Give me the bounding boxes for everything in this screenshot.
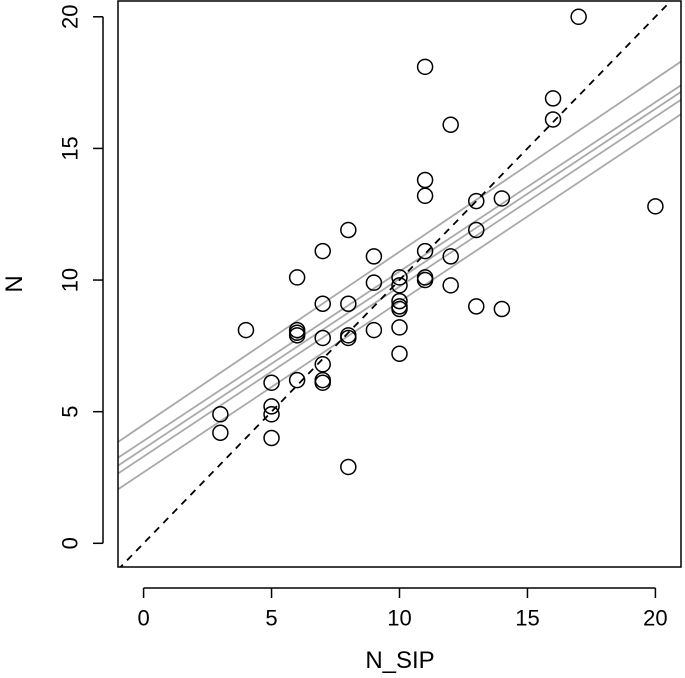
data-point bbox=[288, 269, 306, 286]
x-tick-label: 15 bbox=[515, 606, 539, 631]
data-point bbox=[391, 319, 408, 336]
data-point bbox=[416, 271, 434, 289]
y-axis: 0 5 10 15 20 bbox=[57, 5, 104, 549]
data-point bbox=[544, 90, 562, 107]
data-point bbox=[570, 8, 587, 26]
x-tick-label: 10 bbox=[387, 606, 411, 631]
data-point bbox=[314, 329, 331, 347]
fit-line-fit bbox=[118, 91, 681, 467]
x-tick-label: 0 bbox=[137, 606, 149, 631]
y-tick-label: 0 bbox=[58, 537, 83, 549]
data-point bbox=[493, 190, 511, 207]
x-axis: 0 5 10 15 20 bbox=[137, 587, 668, 631]
data-point bbox=[212, 406, 229, 423]
data-point bbox=[391, 292, 408, 310]
data-point bbox=[468, 221, 485, 239]
data-point bbox=[314, 356, 331, 373]
data-point bbox=[544, 111, 562, 128]
y-tick-label: 20 bbox=[58, 5, 83, 29]
y-tick-label: 15 bbox=[58, 136, 83, 160]
data-point bbox=[442, 248, 459, 265]
data-point bbox=[468, 192, 485, 210]
x-axis-label: N_SIP bbox=[365, 647, 434, 674]
fit-line-ci-lower bbox=[118, 98, 681, 475]
data-point bbox=[314, 295, 331, 312]
data-point bbox=[365, 274, 383, 291]
data-point bbox=[212, 424, 229, 441]
data-point bbox=[288, 327, 306, 344]
data-point bbox=[340, 295, 357, 312]
data-point bbox=[340, 221, 357, 239]
data-point bbox=[391, 269, 408, 286]
data-point bbox=[365, 321, 383, 339]
x-tick-label: 20 bbox=[643, 606, 667, 631]
data-point bbox=[263, 406, 280, 423]
data-point bbox=[365, 248, 383, 265]
data-point bbox=[340, 329, 357, 347]
data-point bbox=[391, 300, 408, 318]
data-point bbox=[493, 300, 511, 318]
data-point bbox=[314, 371, 331, 389]
data-point bbox=[468, 298, 485, 315]
data-point bbox=[391, 345, 408, 363]
data-point bbox=[340, 458, 357, 476]
data-point bbox=[263, 398, 280, 415]
identity-reference-line bbox=[119, 1, 673, 567]
identity-line-group bbox=[119, 1, 673, 567]
data-point bbox=[263, 429, 280, 447]
y-axis-label: N bbox=[1, 275, 28, 292]
data-point bbox=[442, 277, 459, 294]
data-point bbox=[237, 321, 255, 339]
fit-line-ci-upper bbox=[118, 84, 681, 459]
y-tick-label: 5 bbox=[58, 406, 83, 418]
data-point bbox=[647, 198, 664, 215]
plot-frame bbox=[117, 0, 682, 568]
data-point bbox=[416, 187, 434, 205]
data-point bbox=[288, 371, 306, 389]
fit-line-pi-upper bbox=[118, 60, 681, 443]
data-point bbox=[314, 242, 331, 260]
data-point bbox=[416, 242, 434, 260]
data-point bbox=[391, 277, 408, 294]
data-point bbox=[416, 171, 434, 189]
regression-lines bbox=[118, 60, 681, 491]
data-point bbox=[416, 58, 434, 76]
data-point bbox=[263, 374, 280, 391]
y-tick-label: 10 bbox=[57, 268, 82, 292]
x-tick-label: 5 bbox=[265, 606, 277, 631]
data-points bbox=[212, 8, 664, 476]
data-point bbox=[442, 116, 459, 133]
